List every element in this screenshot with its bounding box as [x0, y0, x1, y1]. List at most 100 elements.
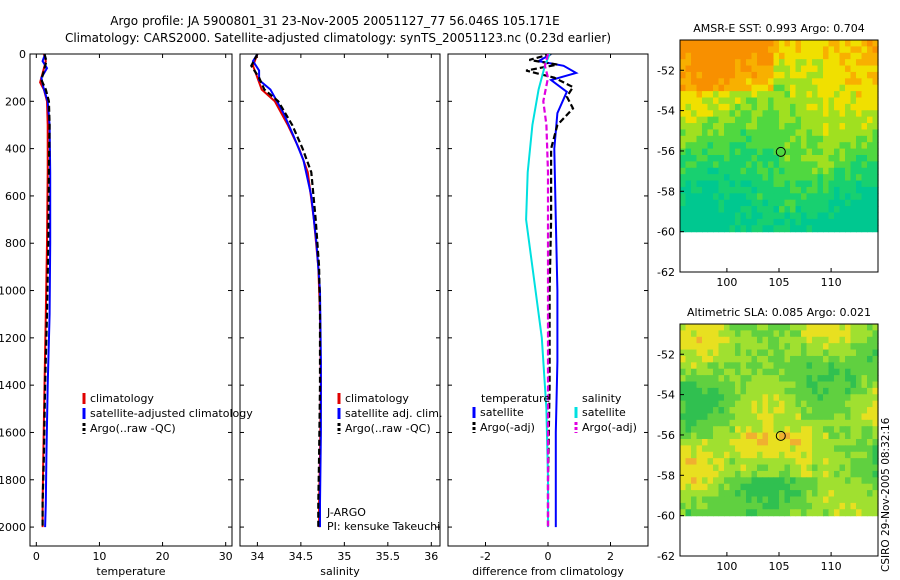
sla-map-cell [834, 407, 841, 415]
sst-map-cell [779, 59, 786, 67]
sla-map-cell [867, 394, 874, 402]
sst-map-cell [828, 78, 835, 86]
sst-map-cell [828, 110, 835, 118]
sst-map-cell [839, 129, 846, 137]
temperature-ytick-label-5: 1000 [0, 285, 26, 298]
sla-map-cell [773, 438, 780, 446]
sst-map-cell [817, 116, 824, 124]
sla-map-cell [757, 502, 764, 510]
sla-map-cell [784, 355, 791, 363]
sla-map-cell [845, 477, 852, 485]
sst-map-cell [801, 180, 808, 188]
sst-map-cell [845, 97, 852, 105]
sst-map-cell [845, 40, 852, 47]
sla-map-cell [856, 445, 863, 453]
sst-map-cell [735, 40, 742, 47]
sla-map-cell [861, 324, 868, 331]
sla-map-cell [746, 464, 753, 472]
sla-map-cell [856, 496, 863, 504]
sst-map-cell [746, 180, 753, 188]
sst-map-cell [839, 174, 846, 182]
sst-map-cell [845, 116, 852, 124]
sla-map-cell [801, 458, 808, 466]
sla-map-cell [718, 438, 725, 446]
sla-map-cell [735, 387, 742, 395]
sla-map-cell [845, 496, 852, 504]
sla-map-cell [680, 483, 687, 491]
sla-map-cell [757, 496, 764, 504]
sst-map-cell [850, 123, 857, 131]
sla-map-cell [691, 381, 698, 389]
sst-map-cell [812, 71, 819, 79]
sla-map-cell [718, 413, 725, 421]
sla-map-cell [773, 349, 780, 357]
sla-map-cell [817, 368, 824, 376]
sla-map-cell [773, 330, 780, 338]
sla-map-cell [773, 464, 780, 472]
sst-map-cell [817, 199, 824, 207]
sst-map-cell [751, 46, 758, 54]
sla-map-cell [823, 349, 830, 357]
sla-map-cell [867, 330, 874, 338]
sst-map-cell [762, 167, 769, 175]
sla-map-cell [773, 375, 780, 383]
sla-map-cell [834, 324, 841, 331]
sst-map-cell [718, 97, 725, 105]
sst-map-cell [828, 167, 835, 175]
sla-map-cell [850, 496, 857, 504]
sst-map-cell [691, 199, 698, 207]
sst-map-cell [729, 135, 736, 143]
sla-map-cell [757, 438, 764, 446]
sla-map-cell [828, 349, 835, 357]
sst-map-cell [696, 110, 703, 118]
sla-map-cell [685, 330, 692, 338]
sla-map-cell [861, 400, 868, 408]
sla-map-cell [768, 483, 775, 491]
sst-map-cell [768, 46, 775, 54]
sla-map-cell [856, 330, 863, 338]
sla-map-cell [680, 490, 687, 498]
sla-map-cell [740, 451, 747, 459]
sla-map-cell [707, 355, 714, 363]
sst-map-cell [795, 46, 802, 54]
sst-map-cell [718, 167, 725, 175]
sst-map-cell [795, 123, 802, 131]
sla-map-cell [839, 394, 846, 402]
sla-map-cell [779, 381, 786, 389]
sst-map-cell [718, 218, 725, 226]
sla-map-cell [735, 502, 742, 510]
sla-map-cell [834, 464, 841, 472]
sla-map-cell [691, 343, 698, 351]
sst-map-cell [779, 46, 786, 54]
sla-map-cell [834, 343, 841, 351]
sla-map-cell [735, 368, 742, 376]
sla-map-cell [828, 496, 835, 504]
sla-map-cell [839, 336, 846, 344]
sst-map-cell [872, 225, 879, 233]
sst-map-cell [817, 59, 824, 67]
sst-map-cell [856, 129, 863, 137]
sst-map-cell [707, 59, 714, 67]
sst-map-cell [828, 71, 835, 79]
sst-map-cell [729, 40, 736, 47]
sst-map-cell [768, 225, 775, 233]
sla-map-cell [762, 368, 769, 376]
sst-map-cell [702, 84, 709, 92]
sst-map-cell [845, 71, 852, 79]
sst-map-cell [817, 78, 824, 86]
sst-map-cell [735, 59, 742, 67]
sst-map-cell [795, 84, 802, 92]
sla-map-cell [790, 343, 797, 351]
sla-map-cell [784, 502, 791, 510]
sla-map-cell [867, 426, 874, 434]
sst-map-cell [735, 180, 742, 188]
sst-map-cell [691, 97, 698, 105]
sst-map-cell [795, 71, 802, 79]
sst-map-cell [757, 199, 764, 207]
sla-map-cell [757, 426, 764, 434]
sla-map-cell [762, 375, 769, 383]
sla-map-cell [790, 407, 797, 415]
sst-map-cell [812, 123, 819, 131]
sla-map-cell [817, 394, 824, 402]
sst-map-cell [773, 225, 780, 233]
